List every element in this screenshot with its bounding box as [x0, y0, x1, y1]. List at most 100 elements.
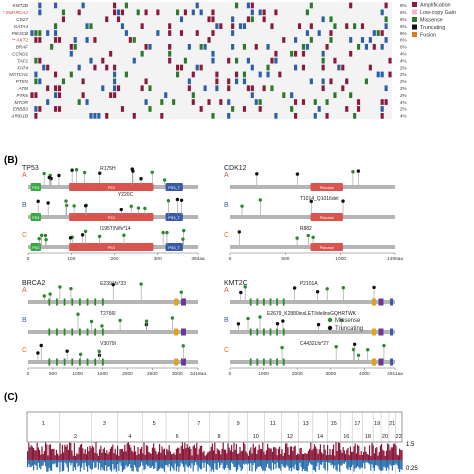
- cnv-amp-bar: [108, 451, 110, 460]
- oncoprint-cell: [113, 9, 117, 16]
- cnv-amp-bar: [112, 444, 114, 460]
- cnv-del-bar: [209, 460, 211, 467]
- cnv-del-bar: [270, 460, 272, 471]
- axis-tick-label: 0: [229, 256, 232, 262]
- oncoprint-cell: [187, 85, 191, 92]
- cnv-amp-bar: [39, 449, 41, 460]
- protein-domain: [63, 358, 66, 366]
- oncoprint-cell: [278, 71, 282, 78]
- cnv-del-bar: [205, 460, 207, 472]
- cnv-del-bar: [43, 460, 45, 463]
- protein-domain: [86, 358, 89, 366]
- chromosome-label: 9: [237, 421, 240, 427]
- cnv-amp-bar: [315, 446, 317, 460]
- protein-domain: [269, 358, 272, 366]
- oncoprint-cell: [301, 44, 306, 50]
- oncoprint-cell: [337, 64, 341, 71]
- chromosome-label: 19: [374, 421, 380, 427]
- cnv-del-bar: [251, 460, 253, 472]
- protein-domain: [371, 358, 376, 366]
- cnv-del-bar: [295, 460, 297, 471]
- oncoprint-cell: [380, 113, 384, 119]
- cnv-amp-bar: [106, 450, 108, 460]
- lollipop-head: [82, 170, 87, 175]
- cnv-del-bar: [255, 460, 257, 472]
- protein-domain: [249, 298, 252, 306]
- cnv-del-bar: [118, 460, 120, 471]
- cnv-del-bar: [399, 460, 401, 472]
- cnv-del-bar: [381, 460, 383, 471]
- cnv-amp-bar: [113, 453, 115, 460]
- protein-domain: [86, 298, 89, 306]
- cnv-del-bar: [223, 460, 225, 470]
- cnv-amp-bar: [127, 442, 129, 460]
- oncoprint-cell: [144, 99, 148, 105]
- cnv-amp-bar: [144, 454, 146, 460]
- lollipop-head: [89, 319, 94, 324]
- cnv-del-bar: [97, 460, 99, 470]
- cnv-amp-bar: [49, 444, 51, 460]
- cnv-del-bar: [377, 460, 379, 467]
- oncoprint-cell: [333, 92, 337, 98]
- cnv-del-bar: [84, 460, 86, 463]
- cnv-del-bar: [259, 460, 261, 467]
- oncoprint-cell: [290, 50, 294, 57]
- cnv-del-bar: [245, 460, 247, 464]
- cnv-del-bar: [81, 460, 83, 468]
- oncoprint-cell: [211, 30, 215, 36]
- oncoprint-cell: [168, 30, 172, 36]
- lollipop-head: [129, 204, 133, 209]
- oncoprint-cell: [132, 113, 136, 119]
- cnv-amp-bar: [208, 451, 210, 460]
- cnv-amp-bar: [354, 443, 356, 460]
- oncoprint-cell: [380, 44, 384, 50]
- lollipop-head: [280, 345, 284, 350]
- cnv-del-bar: [273, 460, 275, 470]
- cnv-del-bar: [299, 460, 301, 463]
- cnv-del-bar: [39, 460, 41, 468]
- cnv-del-bar: [31, 460, 33, 466]
- cnv-del-bar: [174, 460, 176, 464]
- lollipop-track: A Pkinase: [224, 169, 395, 191]
- cnv-del-bar: [82, 460, 84, 464]
- cnv-amp-bar: [63, 452, 65, 460]
- axis-tick-label: 200: [111, 256, 119, 262]
- protein-domain: [390, 298, 394, 306]
- oncoprint-cell: [321, 64, 325, 71]
- cnv-del-bar: [339, 460, 341, 472]
- oncoprint-cell: [97, 113, 101, 119]
- oncoprint-cell: [172, 99, 176, 105]
- chromosome-label: 12: [287, 434, 293, 440]
- cnv-del-bar: [347, 460, 349, 470]
- cnv-amp-bar: [64, 444, 66, 460]
- oncoprint-cell: [349, 2, 353, 9]
- cnv-del-bar: [207, 460, 209, 465]
- cnv-amp-bar: [285, 443, 287, 460]
- chromosome-label: 3: [103, 421, 106, 427]
- cnv-del-bar: [113, 460, 115, 470]
- oncoprint-cell: [57, 106, 62, 112]
- cnv-del-bar: [214, 460, 216, 464]
- cnv-del-bar: [317, 460, 319, 463]
- cnv-del-bar: [256, 460, 258, 469]
- lollipop-head: [111, 282, 115, 287]
- gene-label: BRAF: [16, 45, 29, 50]
- lollipop-head: [44, 237, 48, 242]
- cnv-amp-bar: [159, 444, 161, 460]
- oncoprint-cell: [211, 50, 215, 57]
- oncoprint-cell: [266, 64, 270, 71]
- oncoprint-cell: [34, 71, 38, 78]
- lollipop-head: [295, 172, 300, 176]
- lollipop-track: B E2679_K2880insLETI/delinsGQHRTWK: [224, 311, 395, 336]
- lollipop-head: [334, 344, 338, 349]
- protein-domain: [48, 358, 51, 366]
- cnv-del-bar: [167, 460, 169, 467]
- cnv-amp-bar: [399, 448, 401, 460]
- track-letter: B: [224, 317, 229, 324]
- oncoprint-cell: [109, 50, 113, 57]
- cnv-del-bar: [100, 460, 102, 471]
- cnv-amp-bar: [259, 448, 261, 460]
- protein-domain: [371, 328, 376, 336]
- cnv-del-bar: [222, 460, 224, 469]
